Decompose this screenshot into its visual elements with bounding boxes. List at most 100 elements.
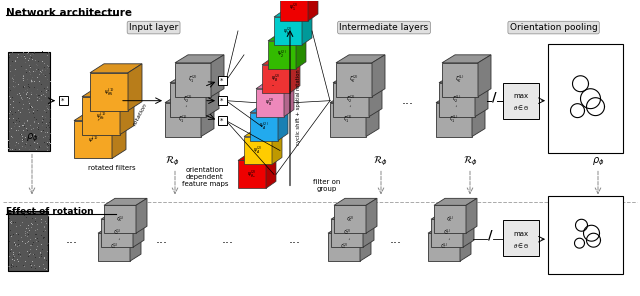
Text: $\zeta_K^{(2)}$: $\zeta_K^{(2)}$ — [349, 74, 359, 86]
Polygon shape — [478, 55, 491, 97]
Text: $\mathcal{R}_\phi$: $\mathcal{R}_\phi$ — [463, 155, 477, 168]
Polygon shape — [136, 198, 147, 233]
Text: $\zeta_2^{(L)}$: $\zeta_2^{(L)}$ — [443, 228, 451, 239]
Text: max: max — [513, 93, 529, 99]
Text: $\mathcal{R}_\phi$: $\mathcal{R}_\phi$ — [374, 155, 388, 168]
Text: ..: .. — [271, 82, 275, 87]
Polygon shape — [98, 233, 130, 261]
Polygon shape — [238, 154, 276, 160]
Polygon shape — [431, 219, 463, 247]
Polygon shape — [82, 88, 134, 97]
Text: ...: ... — [156, 233, 168, 246]
Polygon shape — [436, 103, 472, 136]
Text: Input layer: Input layer — [129, 23, 178, 32]
Text: $\zeta_1^{(1)}$: $\zeta_1^{(1)}$ — [109, 242, 118, 252]
Polygon shape — [439, 75, 488, 83]
Polygon shape — [206, 75, 219, 117]
Text: $\zeta_1^{(1)}$: $\zeta_1^{(1)}$ — [178, 114, 188, 125]
Polygon shape — [74, 112, 126, 120]
Polygon shape — [280, 0, 308, 21]
Bar — [218, 96, 227, 105]
Polygon shape — [334, 205, 366, 233]
Polygon shape — [90, 73, 128, 111]
Polygon shape — [290, 58, 300, 93]
Polygon shape — [101, 219, 133, 247]
Text: $\rho_\phi$: $\rho_\phi$ — [592, 156, 605, 168]
Polygon shape — [268, 34, 306, 41]
Bar — [218, 76, 227, 85]
Text: ..: .. — [94, 114, 102, 121]
Polygon shape — [272, 130, 282, 165]
Text: rotated filters: rotated filters — [88, 165, 136, 171]
Text: $\zeta_1^{(2)}$: $\zeta_1^{(2)}$ — [188, 74, 198, 86]
Polygon shape — [256, 89, 284, 117]
Polygon shape — [431, 212, 474, 219]
Text: Intermediate layers: Intermediate layers — [339, 23, 429, 32]
Polygon shape — [266, 154, 276, 188]
Text: *: * — [220, 118, 224, 124]
Polygon shape — [475, 75, 488, 117]
Polygon shape — [466, 198, 477, 233]
Text: /: / — [488, 229, 492, 242]
Text: Effect of rotation: Effect of rotation — [6, 207, 93, 216]
Polygon shape — [302, 10, 312, 45]
Polygon shape — [175, 63, 211, 97]
Polygon shape — [128, 64, 142, 111]
Text: /: / — [492, 90, 496, 103]
Polygon shape — [256, 82, 294, 89]
Text: $\zeta_K^{(2)}$: $\zeta_K^{(2)}$ — [346, 214, 355, 225]
Polygon shape — [363, 212, 374, 247]
Polygon shape — [278, 106, 288, 141]
Polygon shape — [268, 41, 296, 69]
Text: ..: .. — [183, 102, 189, 107]
Text: orientation
dependent
feature maps: orientation dependent feature maps — [182, 167, 228, 186]
Polygon shape — [120, 88, 134, 135]
Text: ..: .. — [453, 102, 459, 107]
Text: $\theta\in\Theta$: $\theta\in\Theta$ — [513, 241, 529, 250]
Text: ...: ... — [66, 233, 78, 246]
Text: ...: ... — [390, 233, 402, 246]
Text: $\psi^{(1)}$: $\psi^{(1)}$ — [88, 134, 99, 145]
Bar — [503, 83, 539, 119]
Polygon shape — [170, 83, 206, 117]
Polygon shape — [472, 95, 485, 136]
Text: $\psi_{\theta_k}^{(1)}$: $\psi_{\theta_k}^{(1)}$ — [96, 110, 106, 122]
Text: $\zeta_1^{(3)}$: $\zeta_1^{(3)}$ — [343, 114, 353, 125]
Polygon shape — [328, 233, 360, 261]
Polygon shape — [170, 75, 219, 83]
Polygon shape — [296, 34, 306, 69]
Text: $\psi_k^{(2)}$: $\psi_k^{(2)}$ — [284, 25, 292, 36]
Text: filter on
group: filter on group — [313, 179, 340, 192]
Polygon shape — [460, 226, 471, 261]
Polygon shape — [165, 95, 214, 103]
Polygon shape — [211, 55, 224, 97]
Polygon shape — [336, 63, 372, 97]
Text: rotation: rotation — [132, 102, 148, 127]
Text: $\zeta_2^{(1)}$: $\zeta_2^{(1)}$ — [113, 228, 122, 239]
Polygon shape — [434, 205, 466, 233]
Text: $\zeta_2^{(2)}$: $\zeta_2^{(2)}$ — [342, 228, 351, 239]
Text: Orientation pooling: Orientation pooling — [509, 23, 598, 32]
Polygon shape — [360, 226, 371, 261]
Polygon shape — [308, 0, 318, 21]
Polygon shape — [336, 55, 385, 63]
Text: $\Psi_A^{(2)}$: $\Psi_A^{(2)}$ — [259, 121, 269, 132]
Bar — [503, 220, 539, 256]
Polygon shape — [201, 95, 214, 136]
Text: $\rho_\phi$: $\rho_\phi$ — [26, 132, 38, 144]
Polygon shape — [331, 219, 363, 247]
Polygon shape — [372, 55, 385, 97]
Text: $\zeta_1^{(L)}$: $\zeta_1^{(L)}$ — [440, 242, 448, 252]
Text: ...: ... — [402, 94, 414, 107]
Polygon shape — [333, 75, 382, 83]
Bar — [8, 211, 48, 271]
Text: $\zeta_2^{(L)}$: $\zeta_2^{(L)}$ — [452, 94, 461, 105]
Polygon shape — [250, 113, 278, 141]
Polygon shape — [328, 226, 371, 233]
Polygon shape — [334, 198, 377, 205]
Polygon shape — [165, 103, 201, 136]
Text: *: * — [220, 98, 224, 104]
Text: max: max — [513, 231, 529, 237]
Text: $\Psi_2^{(2)}$: $\Psi_2^{(2)}$ — [277, 49, 287, 60]
Text: $\mathcal{R}_\phi$: $\mathcal{R}_\phi$ — [166, 155, 180, 168]
